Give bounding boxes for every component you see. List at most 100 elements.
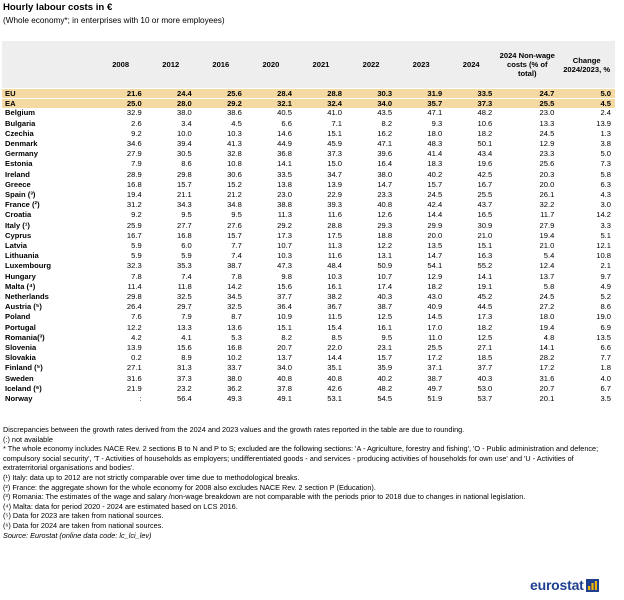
row-label: Malta (⁴) <box>2 281 96 293</box>
table-cell: 21.6 <box>95 87 146 99</box>
table-row: Czechia 9.2 10.0 10.3 14.6 15.1 16.2 18.0 18.2 24… <box>2 128 615 140</box>
table-cell: 25.0 <box>95 98 146 109</box>
column-header: 2016 <box>195 41 246 89</box>
column-header: 2012 <box>145 41 196 89</box>
row-label: Romania(³) <box>2 332 96 344</box>
table-cell: 13.7 <box>245 352 296 364</box>
table-cell: 1.3 <box>558 128 615 140</box>
table-cell: 14.1 <box>446 271 497 282</box>
row-label: Norway <box>2 393 96 405</box>
table-cell: 7.9 <box>95 158 146 170</box>
table-cell: 29.2 <box>245 220 296 231</box>
table-cell: 9.5 <box>346 332 397 344</box>
table-cell: 15.2 <box>195 179 246 191</box>
row-label: Cyprus <box>2 230 96 242</box>
table-cell: 13.9 <box>558 118 615 129</box>
table-cell: 38.6 <box>195 108 246 119</box>
table-cell: 6.6 <box>558 342 615 354</box>
table-cell: 7.4 <box>145 271 196 282</box>
table-cell: 16.3 <box>446 250 497 262</box>
table-cell: 3.5 <box>558 393 615 405</box>
table-cell: 25.5 <box>396 342 447 354</box>
table-row: Croatia 9.2 9.5 9.5 11.3 11.6 12.6 14.4 16.5 11.7… <box>2 209 615 221</box>
table-cell: 35.7 <box>396 98 447 109</box>
table-cell: 29.9 <box>396 220 447 231</box>
table-cell: 29.3 <box>346 220 397 231</box>
table-cell: 40.3 <box>346 291 397 303</box>
table-cell: 32.2 <box>496 199 559 211</box>
table-cell: 20.0 <box>496 179 559 191</box>
table-cell: 10.3 <box>295 271 347 282</box>
table-cell: 20.7 <box>496 382 559 395</box>
logo-text: eurostat <box>530 577 584 593</box>
table-cell: 29.8 <box>145 169 196 180</box>
table-cell: 0.2 <box>95 352 146 364</box>
table-cell: 7.6 <box>95 311 146 323</box>
row-label: Sweden <box>2 373 96 384</box>
table-cell: 4.5 <box>558 98 615 109</box>
table-cell: 6.9 <box>558 322 615 333</box>
table-cell: 49.3 <box>195 393 246 405</box>
table-cell: 16.1 <box>346 322 397 333</box>
table-cell: 38.0 <box>145 108 196 119</box>
table-cell: 34.6 <box>95 138 146 150</box>
table-cell: 49.1 <box>245 393 296 405</box>
table-row: Malta (⁴) 11.4 11.8 14.2 15.6 16.1 17.4 18.2 19.… <box>2 281 615 293</box>
table-cell: 19.1 <box>446 281 497 293</box>
table-cell: 23.0 <box>496 108 559 119</box>
table-cell: 10.3 <box>195 128 246 140</box>
table-cell: 21.0 <box>446 230 497 242</box>
table-cell: 5.0 <box>558 148 615 160</box>
table-cell: 10.9 <box>245 311 296 323</box>
table-cell: 17.4 <box>346 281 397 293</box>
table-cell: 38.0 <box>195 373 246 384</box>
table-cell: 53.0 <box>446 382 497 395</box>
table-row: Belgium 32.9 38.0 38.6 40.5 41.0 43.5 47.1 48.2 2… <box>2 108 615 119</box>
table-cell: 12.2 <box>346 240 397 252</box>
table-cell: 43.7 <box>446 199 497 211</box>
source-note: Source: Eurostat (online data code: lc_l… <box>3 530 152 540</box>
table-cell: 11.5 <box>295 311 347 323</box>
row-label: Croatia <box>2 209 96 221</box>
table-cell: 9.2 <box>95 209 146 221</box>
table-row: Germany 27.9 30.5 32.8 36.8 37.3 39.6 41.4 43.4 2… <box>2 148 615 160</box>
table-cell: 25.6 <box>496 158 559 170</box>
table-cell: 30.3 <box>346 87 397 99</box>
table-cell: 16.2 <box>346 128 397 140</box>
table-cell: 36.4 <box>245 301 296 313</box>
table-cell: 7.7 <box>558 352 615 364</box>
table-cell: 21.9 <box>95 382 146 395</box>
table-cell: 4.9 <box>558 281 615 293</box>
table-cell: 10.8 <box>195 158 246 170</box>
table-cell: 11.0 <box>396 332 447 344</box>
header-corner <box>2 41 96 89</box>
table-cell: 10.7 <box>346 271 397 282</box>
table-cell: 18.5 <box>446 352 497 364</box>
table-cell: 14.2 <box>558 209 615 221</box>
table-cell: 14.2 <box>195 281 246 293</box>
table-cell: 43.0 <box>396 291 447 303</box>
labour-cost-table: 2008 2012 2016 2020 2021 2022 2023 2024 2024 Non… <box>2 41 615 405</box>
note-not-available: (:) not available <box>3 434 53 444</box>
table-cell: 13.9 <box>295 179 347 191</box>
table-cell: 40.9 <box>396 301 447 313</box>
table-cell: 19.4 <box>95 189 146 201</box>
table-cell: 15.0 <box>295 158 347 170</box>
table-cell: 34.3 <box>145 199 196 211</box>
note-2024-national: (⁶) Data for 2024 are taken from nationa… <box>3 520 164 530</box>
table-cell: 32.5 <box>195 301 246 313</box>
table-cell: 21.2 <box>195 189 246 201</box>
table-cell: 32.1 <box>245 98 296 109</box>
table-cell: 7.4 <box>195 250 246 262</box>
table-cell: 32.8 <box>195 148 246 160</box>
eurostat-mark-icon <box>585 579 599 592</box>
table-cell: 17.3 <box>446 311 497 323</box>
table-cell: 2.1 <box>558 260 615 272</box>
table-cell: 41.3 <box>195 138 246 150</box>
row-label: Luxembourg <box>2 260 96 272</box>
table-cell: 12.9 <box>496 138 559 150</box>
table-cell: 39.4 <box>145 138 196 150</box>
table-cell: 11.3 <box>295 240 347 252</box>
row-label: Iceland (⁶) <box>2 382 96 395</box>
table-cell: 4.5 <box>195 118 246 129</box>
